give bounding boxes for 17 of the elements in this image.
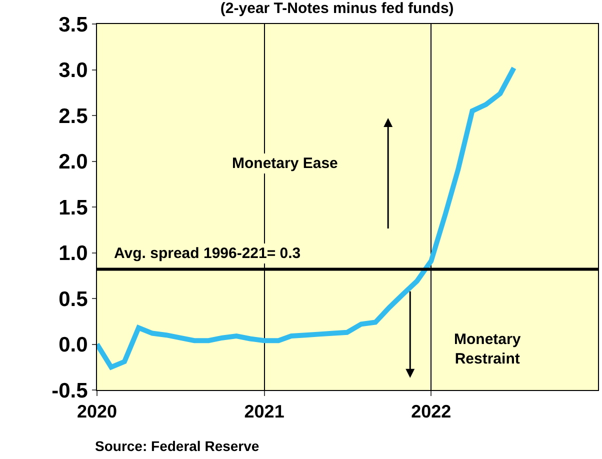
chart-title: (2-year T-Notes minus fed funds): [220, 0, 454, 17]
annotation: Avg. spread 1996-221= 0.3: [114, 245, 301, 262]
annotation: Monetary Restraint: [454, 331, 522, 368]
x-tick-label: 2022: [411, 402, 452, 422]
y-tick-label: 3.0: [58, 59, 88, 82]
y-tick-label: 1.0: [58, 242, 88, 266]
y-tick-label: 0.5: [58, 288, 88, 311]
y-tick-label: 3.5: [58, 13, 88, 36]
y-tick-label: 2.5: [58, 104, 88, 128]
y-tick-label: 0.0: [58, 334, 88, 357]
annotation: Monetary Ease: [232, 155, 338, 172]
x-tick-label: 2020: [76, 402, 118, 422]
x-tick-label: 2021: [244, 402, 284, 422]
y-tick-label: 2.0: [58, 150, 88, 174]
y-tick-label: -0.5: [52, 379, 88, 402]
y-tick-label: 1.5: [58, 196, 88, 220]
source-note: Source: Federal Reserve: [95, 438, 260, 454]
